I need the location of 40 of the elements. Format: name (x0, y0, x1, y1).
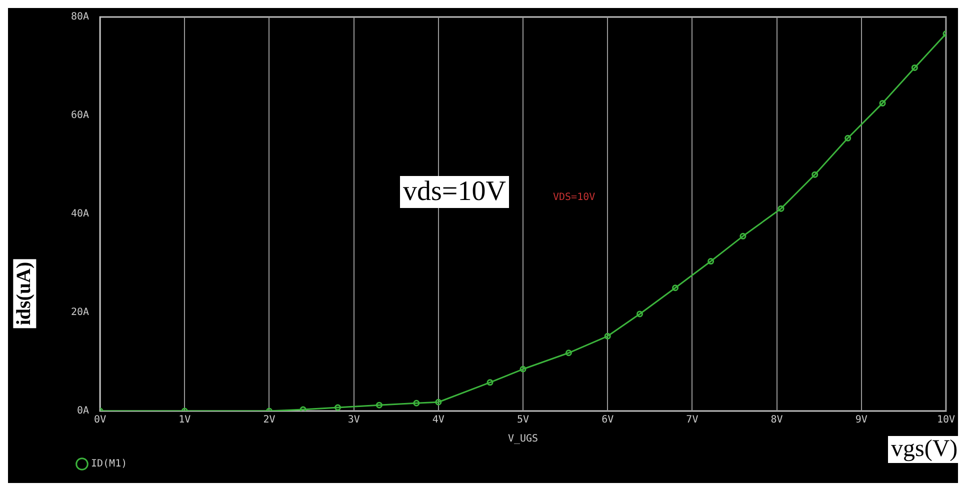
point (413, 400, 420, 406)
point (334, 404, 342, 411)
legend-label: ID(M1) (91, 458, 128, 470)
point (486, 379, 494, 386)
annotation: VDS=10V (553, 192, 596, 203)
x-tick-label: 8V (770, 414, 783, 426)
point (520, 366, 526, 372)
x-tick-label: 10V (936, 414, 955, 426)
point (565, 350, 572, 356)
point (604, 332, 611, 340)
x-tick-label: 5V (516, 414, 530, 426)
x-axis-title: V_UGS (508, 434, 538, 445)
point (708, 258, 714, 265)
point (300, 406, 306, 411)
x-tick-label: 9V (855, 414, 868, 426)
y-axis-title: ids(uA) (14, 258, 37, 328)
point (636, 310, 643, 318)
point (812, 171, 818, 178)
x-tick-label: 3V (348, 414, 360, 426)
x-tick-label: 6V (602, 414, 614, 426)
point (740, 232, 746, 240)
y-tick-label: 60A (71, 110, 90, 122)
annotation: vds=10V (400, 176, 509, 208)
y-tick-label: 20A (71, 307, 90, 318)
text: vgs(V) (888, 436, 961, 463)
x-tick-label: 7V (686, 414, 698, 426)
y-tick-label: 40A (71, 208, 90, 220)
x-tick-label: 4V (432, 414, 444, 426)
x-tick-label: 2V (263, 414, 276, 426)
point (376, 402, 382, 408)
x-tick-label: 1V (178, 414, 191, 426)
point (672, 284, 679, 292)
point (778, 205, 784, 212)
point (911, 64, 918, 71)
point (844, 134, 852, 142)
y-tick-label: 0A (77, 406, 90, 417)
x-tick-label: 0V (94, 414, 106, 426)
point (435, 398, 442, 406)
y-tick-label: 80A (71, 12, 90, 23)
point (879, 100, 886, 106)
